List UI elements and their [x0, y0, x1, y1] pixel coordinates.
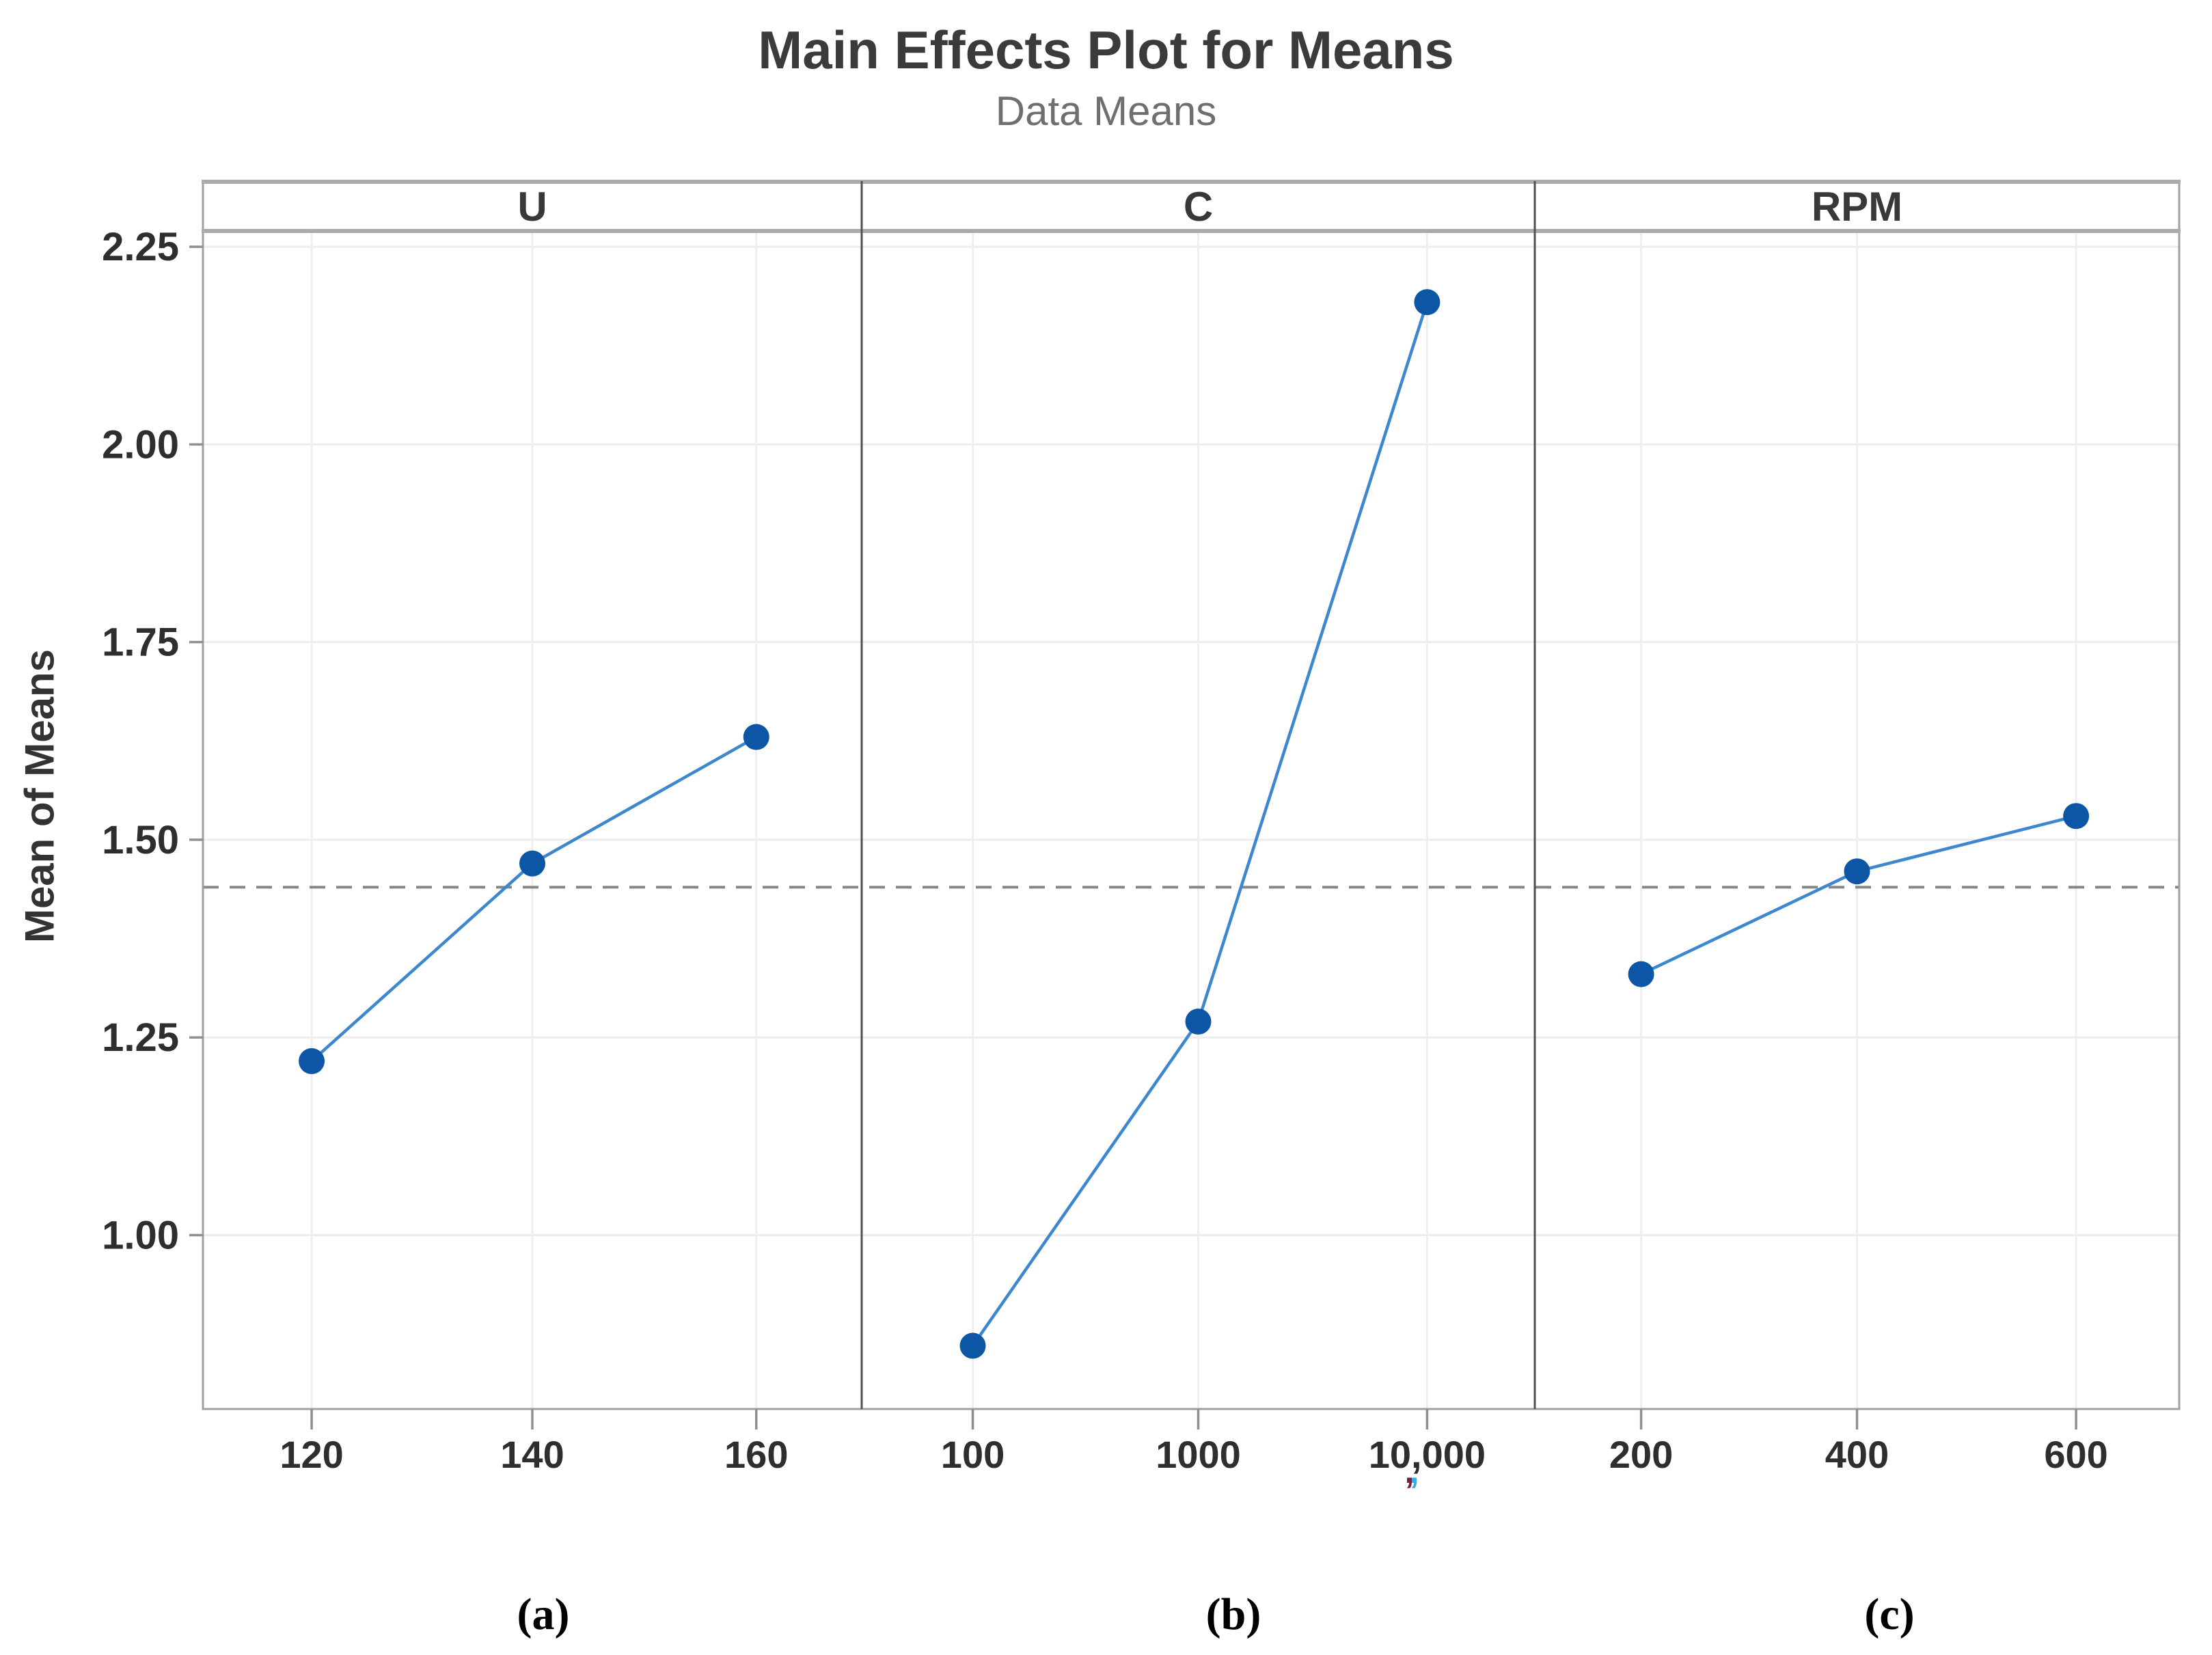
- subplot-letter: (c): [1864, 1589, 1914, 1639]
- x-tick-label: 200: [1609, 1433, 1673, 1476]
- panel-header-label: U: [517, 184, 547, 230]
- y-tick-label: 2.00: [102, 422, 179, 467]
- x-tick-label: 1000: [1156, 1433, 1241, 1476]
- subplot-letter: (b): [1206, 1589, 1261, 1639]
- data-point: [1414, 289, 1440, 316]
- x-tick-label: 10,000: [1369, 1433, 1486, 1476]
- comma-render-artifact: ,: [1409, 1452, 1419, 1490]
- data-point: [959, 1332, 986, 1359]
- data-point: [1844, 858, 1870, 885]
- data-point: [1185, 1009, 1212, 1035]
- series-line: [310, 735, 757, 1063]
- y-tick-label: 1.25: [102, 1015, 179, 1060]
- y-tick-label: 1.50: [102, 818, 179, 862]
- series-line: [971, 301, 1429, 1347]
- plot-frame: [202, 180, 2181, 1410]
- chart-title: Main Effects Plot for Means: [758, 20, 1454, 80]
- data-point: [743, 724, 769, 750]
- y-tick-label: 1.00: [102, 1213, 179, 1257]
- x-tick-label: 400: [1825, 1433, 1889, 1476]
- x-tick-label: 120: [279, 1433, 343, 1476]
- x-tick-label: 100: [941, 1433, 1005, 1476]
- subplot-letter: (a): [517, 1589, 570, 1639]
- panel-header-label: C: [1184, 184, 1213, 230]
- comma-render-artifact: ,: [1404, 1452, 1414, 1490]
- data-point: [1628, 961, 1654, 987]
- data-point: [519, 850, 545, 877]
- y-tick-label: 2.25: [102, 225, 179, 269]
- x-tick-label: 160: [724, 1433, 788, 1476]
- data-point: [299, 1048, 325, 1074]
- x-tick-label: 600: [2044, 1433, 2107, 1476]
- chart-subtitle: Data Means: [995, 88, 1217, 134]
- y-tick-label: 1.75: [102, 620, 179, 665]
- x-tick-label: 140: [500, 1433, 564, 1476]
- data-point: [2063, 803, 2090, 830]
- panel-header-label: RPM: [1812, 184, 1902, 230]
